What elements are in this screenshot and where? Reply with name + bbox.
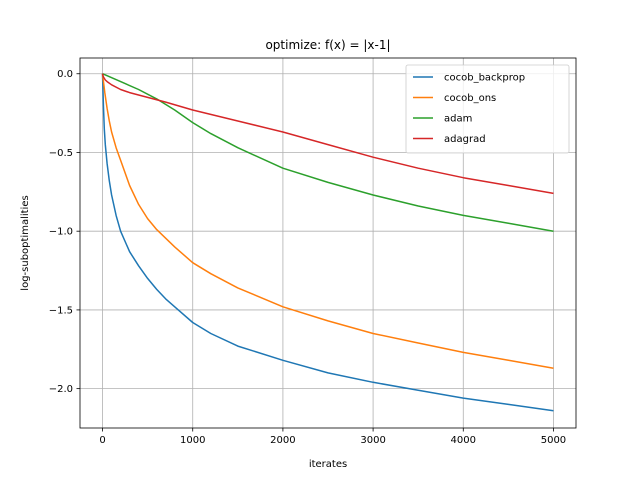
- grid: [80, 58, 576, 428]
- x-axis-label: iterates: [309, 459, 347, 470]
- x-tick-label: 2000: [270, 435, 295, 446]
- x-tick-label: 4000: [451, 435, 476, 446]
- legend-label: cocob_backprop: [444, 73, 525, 84]
- y-tick-label: 0.0: [57, 69, 73, 80]
- series-line-adam: [102, 73, 554, 232]
- x-tick-label: 3000: [360, 435, 385, 446]
- x-axis-ticks: 0 1000 2000 3000 4000 5000: [99, 428, 566, 446]
- y-axis-label: log-suboptimalities: [20, 195, 31, 290]
- series-lines: [101, 73, 554, 412]
- legend-label: cocob_ons: [444, 93, 496, 104]
- series-line-adagrad: [101, 73, 554, 195]
- legend-label: adam: [444, 114, 472, 125]
- y-tick-label: −1.5: [49, 305, 73, 316]
- x-tick-label: 0: [99, 435, 105, 446]
- y-tick-label: −1.0: [49, 227, 73, 238]
- series-line-cocob-backprop: [101, 73, 554, 412]
- y-axis-ticks: 0.0 −0.5 −1.0 −1.5 −2.0: [49, 69, 80, 395]
- y-tick-label: −2.0: [49, 384, 73, 395]
- y-tick-label: −0.5: [49, 148, 73, 159]
- legend-box: [405, 64, 570, 154]
- series-line-cocob-ons: [101, 73, 554, 369]
- legend-label: adagrad: [444, 134, 486, 145]
- axes-frame: [79, 57, 577, 429]
- x-tick-label: 5000: [541, 435, 566, 446]
- x-tick-label: 1000: [180, 435, 205, 446]
- chart-title: optimize: f(x) = |x-1|: [265, 38, 390, 52]
